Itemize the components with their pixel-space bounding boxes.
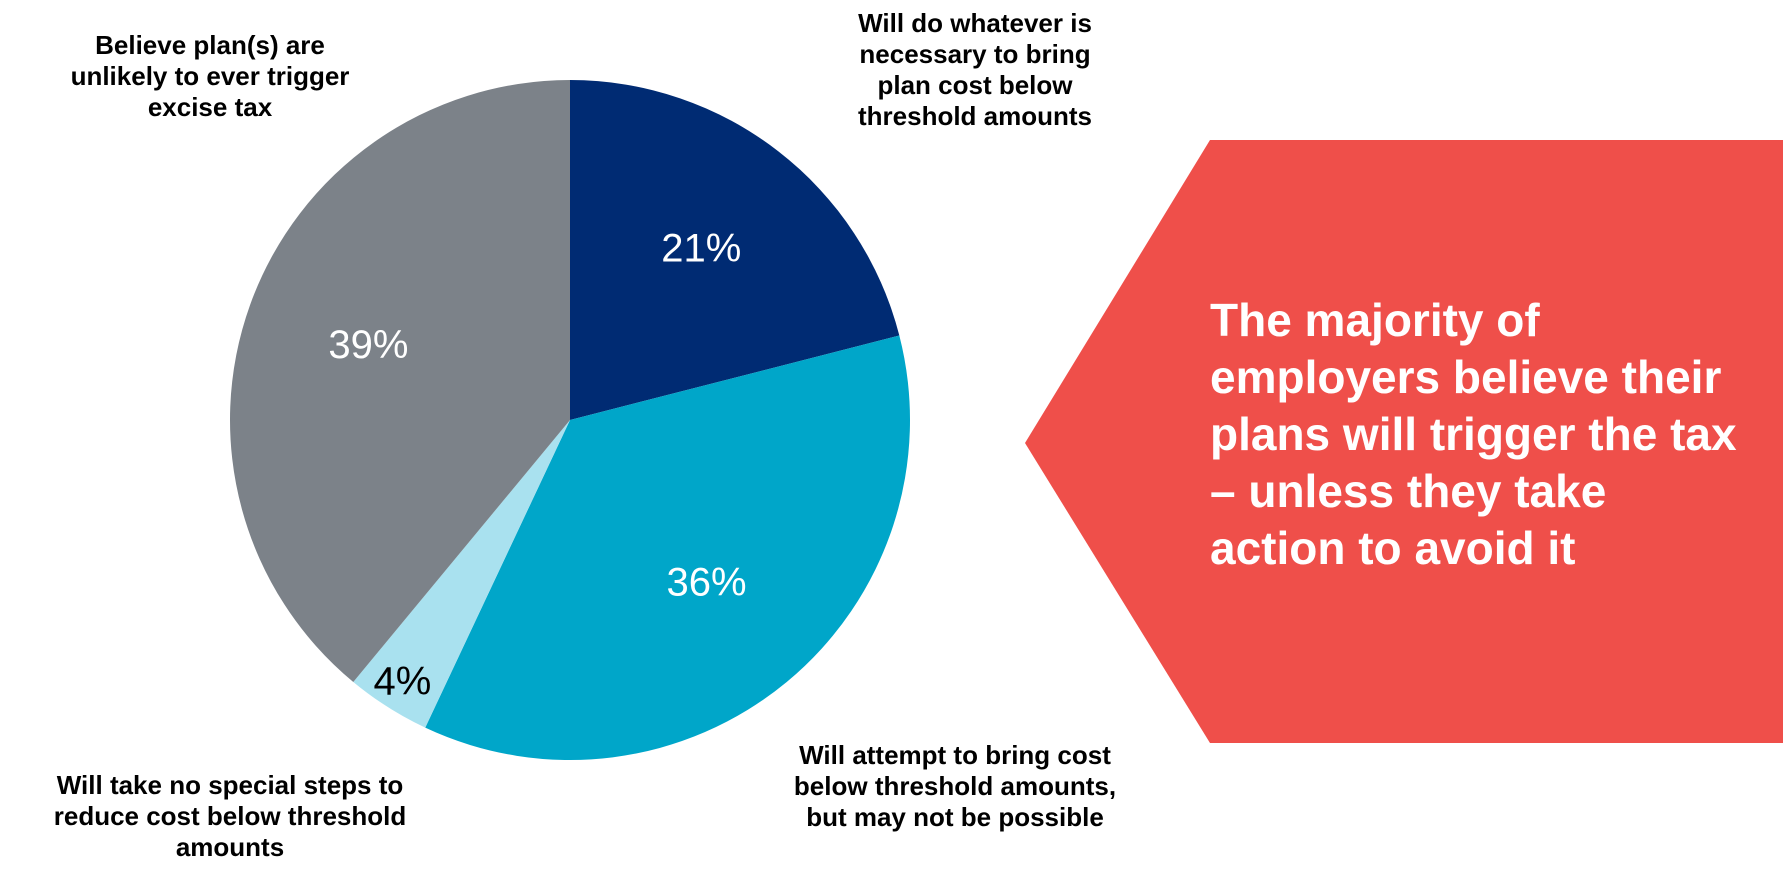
pie-value-labels: 21% 36% 4% 39% <box>328 226 746 703</box>
slice-no-special-steps-value-label: 4% <box>373 660 431 704</box>
category-label-believe-unlikely: Believe plan(s) are unlikely to ever tri… <box>70 30 350 122</box>
callout-shape <box>1025 140 1783 743</box>
slice-do-whatever <box>570 80 900 420</box>
category-label-no-special-steps: Will take no special steps to reduce cos… <box>53 770 407 862</box>
slice-believe-unlikely <box>230 80 571 682</box>
pie-slices <box>230 80 911 760</box>
pie-chart: 21% 36% 4% 39% <box>230 80 911 760</box>
slice-attempt <box>425 335 911 760</box>
callout-text: The majority of employers believe their … <box>1210 294 1737 574</box>
category-label-attempt: Will attempt to bring cost below thresho… <box>793 740 1117 832</box>
slice-do-whatever-value-label: 21% <box>661 226 741 270</box>
slice-believe-unlikely-value-label: 39% <box>328 323 408 367</box>
slice-no-special-steps <box>353 420 570 728</box>
slice-attempt-value-label: 36% <box>667 561 747 605</box>
category-label-do-whatever: Will do whatever is necessary to bring p… <box>857 8 1092 131</box>
